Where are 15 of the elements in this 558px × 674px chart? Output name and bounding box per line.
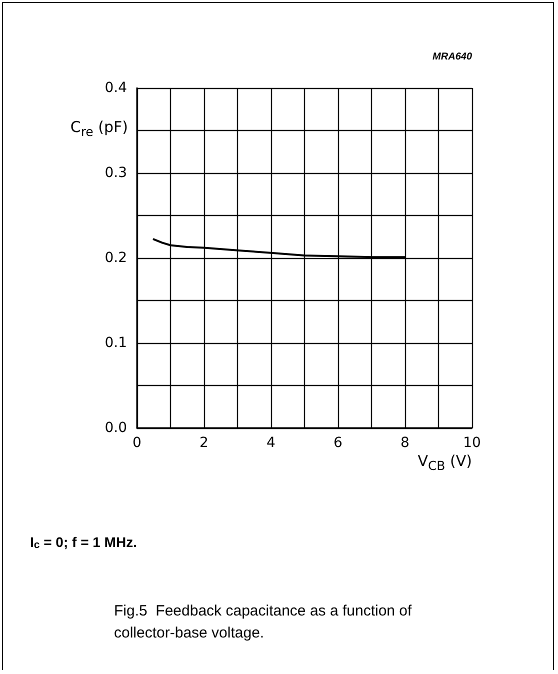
x-tick-label: 4 [266,435,276,451]
y-tick-label: 0.1 [104,335,127,351]
caption: Fig.5 Feedback capacitance as a function of collector-base voltage. [114,602,416,642]
x-tick-label: 10 [463,435,481,451]
x-tick-label: 8 [400,435,410,451]
x-tick-label: 0 [132,435,142,451]
x-axis-title: V$_{CB}$ (V) [418,452,472,473]
x-tick-label: 2 [200,435,208,451]
y-tick-label: 0.4 [104,80,128,96]
y-tick-label: 0.2 [104,250,127,266]
text: MRA640 [432,52,472,62]
y-tick-label: 0.3 [104,165,127,181]
y-axis-title: C$_{re}$ (pF) [70,118,128,139]
x-tick-label: 6 [334,435,343,451]
y-tick-label: 0.0 [104,420,127,436]
